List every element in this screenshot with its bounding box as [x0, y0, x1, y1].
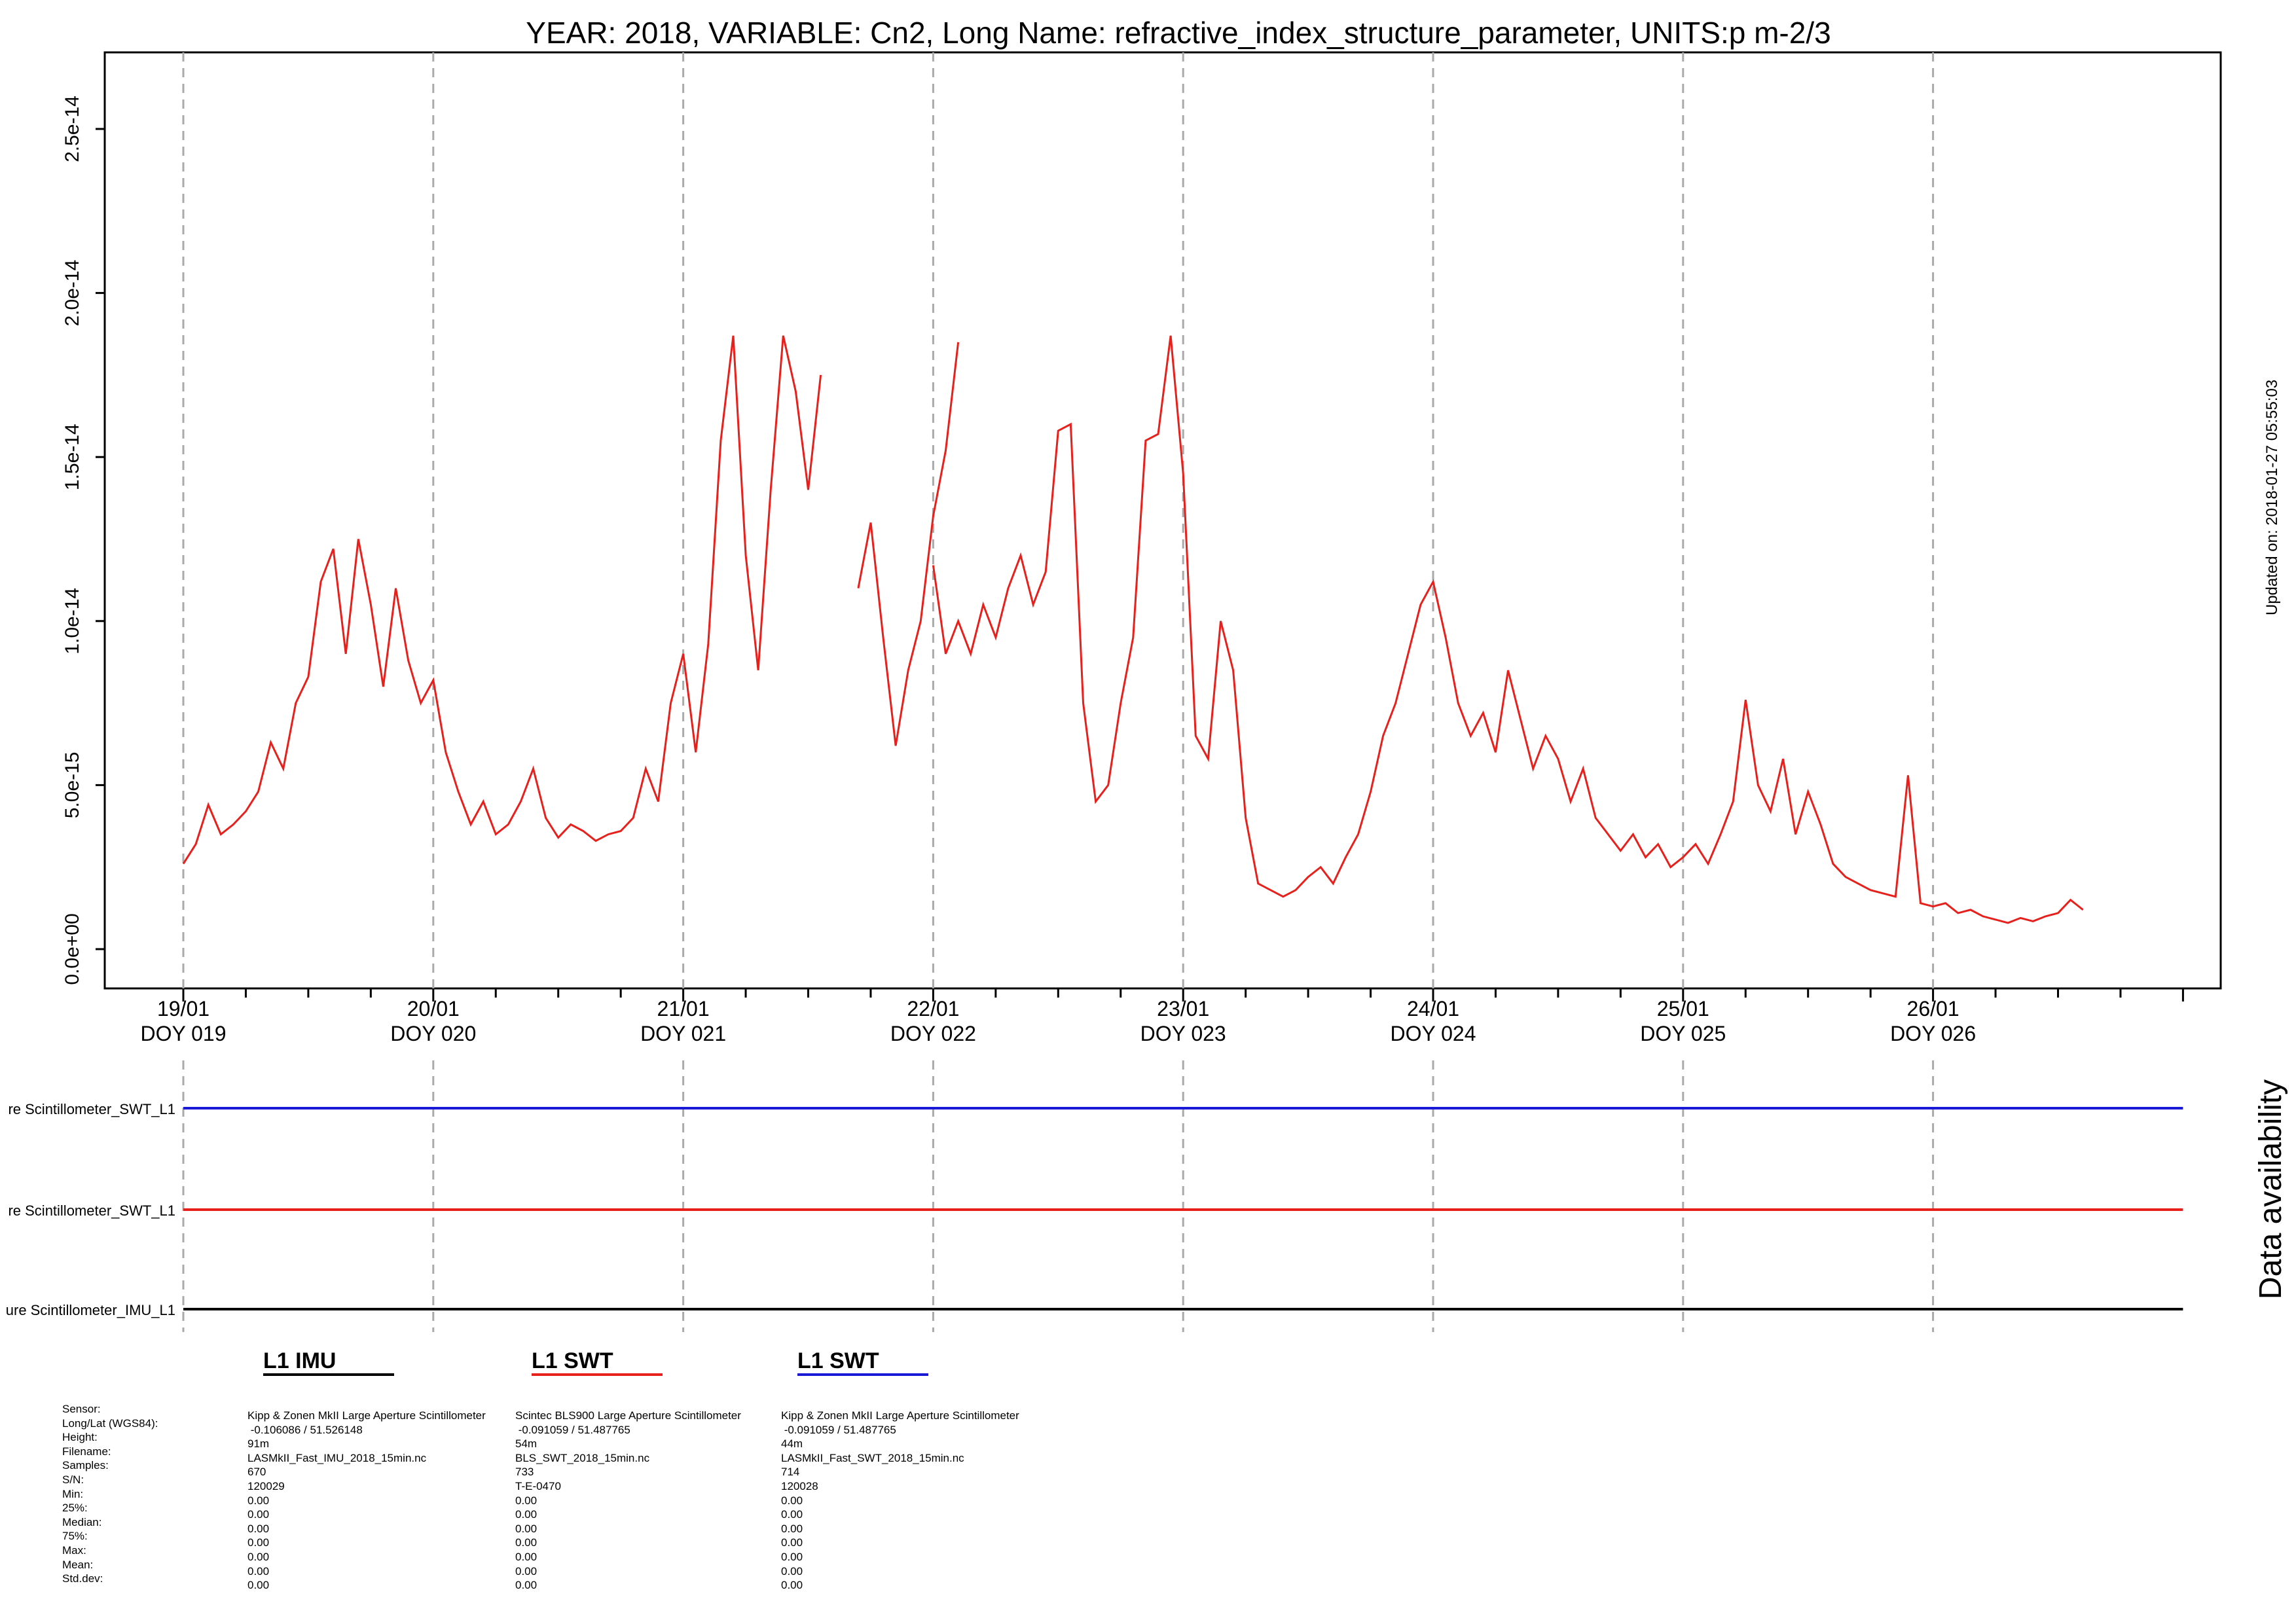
metadata-field-labels: Sensor: Long/Lat (WGS84): Height: Filename:… — [62, 1402, 158, 1586]
x-tick-doy: DOY 025 — [1640, 1022, 1726, 1045]
y-tick-label: 2.0e-14 — [62, 260, 83, 327]
metadata-value: 44m — [781, 1437, 803, 1451]
x-tick-date: 22/01 — [907, 997, 959, 1020]
grid-lines — [182, 52, 1935, 1332]
metadata-value: Kipp & Zonen MkII Large Aperture Scintil… — [247, 1409, 486, 1422]
metadata-value: 0.00 — [247, 1508, 270, 1521]
series-lines — [182, 335, 2084, 924]
metadata-value: 0.00 — [247, 1564, 270, 1578]
metadata-value: 0.00 — [781, 1579, 803, 1592]
x-tick-doy: DOY 020 — [390, 1022, 476, 1045]
y-tick-label: 1.5e-14 — [62, 424, 83, 490]
metadata-value: Height: — [62, 1431, 98, 1444]
metadata-value: 0.00 — [781, 1536, 803, 1549]
plot-frame — [103, 51, 2222, 990]
chart-title: YEAR: 2018, VARIABLE: Cn2, Long Name: re… — [526, 16, 1831, 50]
metadata-value: 0.00 — [781, 1522, 803, 1535]
y-tick-label: 1.0e-14 — [62, 588, 83, 655]
metadata-value: 0.00 — [247, 1522, 270, 1535]
metadata-column-bls: Scintec BLS900 Large Aperture Scintillom… — [515, 1409, 741, 1593]
series-red-segment — [857, 342, 960, 746]
x-tick-date: 19/01 — [157, 997, 210, 1020]
legend-label: L1 SWT — [797, 1348, 879, 1373]
x-tick-doy: DOY 021 — [640, 1022, 726, 1045]
y-tick-label: 5.0e-15 — [62, 752, 83, 819]
metadata-value: 91m — [247, 1437, 270, 1451]
metadata-value: 733 — [515, 1466, 534, 1479]
series-red-segment — [932, 335, 2084, 924]
metadata-value: 0.00 — [515, 1536, 538, 1549]
metadata-value: 120029 — [247, 1479, 285, 1492]
availability-row-label: re Scintillometer_SWT_L1 — [8, 1202, 175, 1219]
metadata-value: 0.00 — [247, 1579, 270, 1592]
x-tick-date: 21/01 — [657, 997, 710, 1020]
metadata-value: T-E-0470 — [515, 1479, 561, 1492]
metadata-value: 25%: — [62, 1502, 88, 1515]
metadata-value: BLS_SWT_2018_15min.nc — [515, 1451, 650, 1464]
metadata-value: Scintec BLS900 Large Aperture Scintillom… — [515, 1409, 741, 1422]
x-tick-date: 24/01 — [1407, 997, 1459, 1020]
series-red-line — [182, 335, 822, 865]
metadata-value: 714 — [781, 1466, 800, 1479]
metadata-column-imu: Kipp & Zonen MkII Large Aperture Scintil… — [247, 1409, 486, 1593]
metadata-value: -0.091059 / 51.487765 — [781, 1423, 896, 1436]
x-tick-date: 26/01 — [1907, 997, 1959, 1020]
availability-title: Data availability — [2253, 1079, 2288, 1299]
metadata-value: 0.00 — [515, 1579, 538, 1592]
metadata-column-swt: Kipp & Zonen MkII Large Aperture Scintil… — [781, 1409, 1019, 1593]
x-tick-doy: DOY 026 — [1890, 1022, 1976, 1045]
metadata-value: 0.00 — [781, 1508, 803, 1521]
metadata-value: Kipp & Zonen MkII Large Aperture Scintil… — [781, 1409, 1019, 1422]
metadata-value: 75%: — [62, 1530, 88, 1543]
metadata-value: 0.00 — [515, 1550, 538, 1563]
metadata-value: LASMkII_Fast_SWT_2018_15min.nc — [781, 1451, 964, 1464]
x-tick-date: 25/01 — [1657, 997, 1709, 1020]
metadata-value: 670 — [247, 1466, 266, 1479]
metadata-value: 0.00 — [781, 1494, 803, 1507]
y-tick-label: 0.0e+00 — [62, 913, 83, 984]
metadata-value: Median: — [62, 1515, 102, 1528]
legend: L1 IMU L1 SWT L1 SWT — [263, 1348, 928, 1376]
y-axis: 0.0e+00 5.0e-15 1.0e-14 1.5e-14 2.0e-14 2.5e-… — [62, 96, 105, 985]
metadata-value: Min: — [62, 1487, 84, 1500]
x-tick-doy: DOY 023 — [1140, 1022, 1226, 1045]
legend-label: L1 SWT — [532, 1348, 613, 1373]
updated-timestamp: Updated on: 2018-01-27 05:55:03 — [2263, 380, 2281, 615]
metadata-value: 0.00 — [515, 1494, 538, 1507]
x-tick-doy: DOY 024 — [1390, 1022, 1476, 1045]
metadata-value: LASMkII_Fast_IMU_2018_15min.nc — [247, 1451, 427, 1464]
x-tick-doy: DOY 022 — [890, 1022, 976, 1045]
x-tick-date: 23/01 — [1157, 997, 1209, 1020]
metadata-value: Std.dev: — [62, 1572, 103, 1585]
metadata-value: -0.091059 / 51.487765 — [515, 1423, 630, 1436]
x-tick-date: 20/01 — [407, 997, 460, 1020]
metadata-value: 0.00 — [247, 1550, 270, 1563]
metadata-value: 0.00 — [515, 1522, 538, 1535]
legend-label: L1 IMU — [263, 1348, 336, 1373]
metadata-value: 0.00 — [247, 1494, 270, 1507]
metadata-value: 0.00 — [781, 1564, 803, 1578]
metadata-value: Max: — [62, 1543, 86, 1557]
metadata-value: -0.106086 / 51.526148 — [247, 1423, 363, 1436]
metadata-value: 120028 — [781, 1479, 818, 1492]
metadata-value: Mean: — [62, 1558, 94, 1571]
metadata-value: Long/Lat (WGS84): — [62, 1416, 158, 1430]
metadata-value: 54m — [515, 1437, 538, 1451]
availability-row-label: ure Scintillometer_IMU_L1 — [6, 1302, 175, 1318]
metadata-value: Filename: — [62, 1445, 111, 1458]
metadata-value: 0.00 — [247, 1536, 270, 1549]
metadata-value: Sensor: — [62, 1403, 101, 1415]
y-tick-label: 2.5e-14 — [62, 96, 83, 162]
metadata-value: 0.00 — [515, 1508, 538, 1521]
metadata-value: S/N: — [62, 1473, 84, 1486]
metadata-value: Samples: — [62, 1459, 109, 1472]
availability-row-label: re Scintillometer_SWT_L1 — [8, 1101, 175, 1117]
x-tick-doy: DOY 019 — [140, 1022, 226, 1045]
metadata-value: 0.00 — [515, 1564, 538, 1578]
metadata-value: 0.00 — [781, 1550, 803, 1563]
